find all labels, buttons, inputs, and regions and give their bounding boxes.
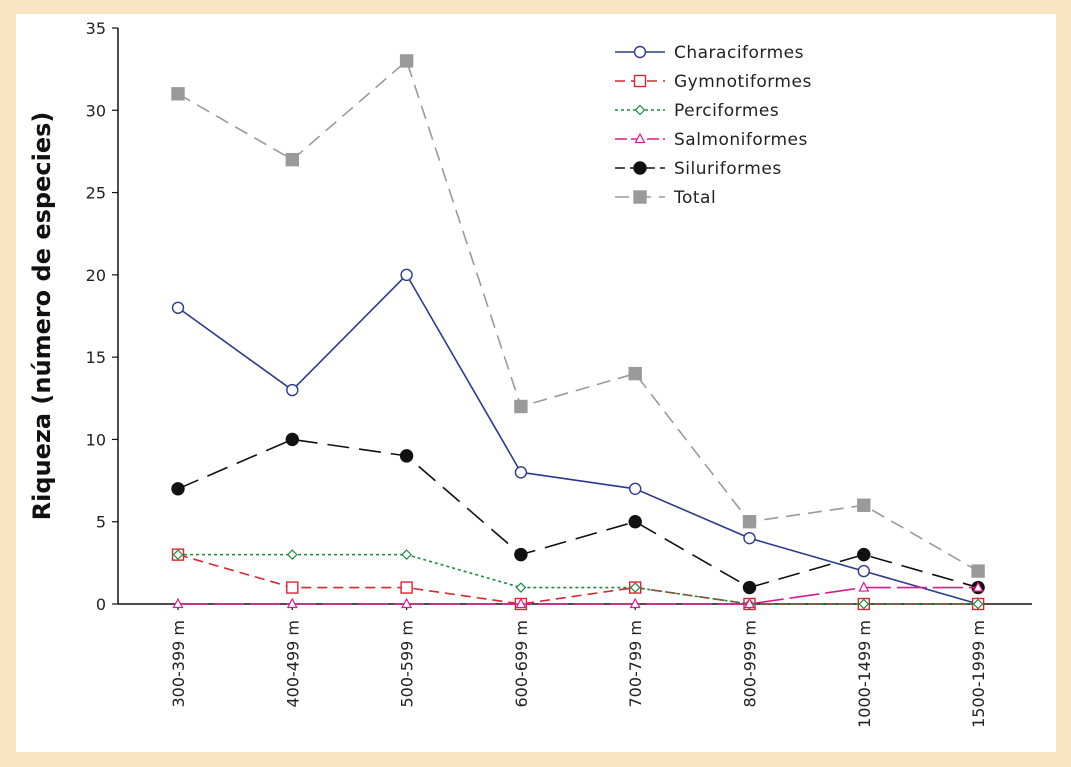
data-point-siluriformes [514,547,528,562]
legend-marker-gymnotiformes [633,74,647,88]
legend-marker-total [633,190,647,204]
data-point-total [857,498,871,512]
x-tick-label: 1500-1999 m [969,620,988,728]
y-tick-label: 30 [86,101,106,120]
data-point-characiformes [286,383,299,397]
data-point-salmoniformes [972,581,984,592]
x-tick-label: 500-599 m [398,620,417,708]
data-point-siluriformes [171,482,185,496]
data-point-gymnotiformes [286,581,299,594]
data-point-perciformes [286,549,298,560]
data-point-salmoniformes [515,597,527,609]
data-point-salmoniformes [858,581,870,592]
data-point-total [399,54,414,68]
y-tick-label: 10 [86,430,106,449]
series-total [171,54,985,578]
y-tick-label: 20 [86,266,106,285]
legend-marker-salmoniformes [634,132,646,144]
data-point-total [171,87,185,101]
legend-marker-characiformes [633,45,647,59]
legend-item-characiformes: Characiformes [615,43,804,63]
data-point-siluriformes [285,432,299,447]
x-tick-label: 300-399 m [169,620,188,708]
x-tick-label: 600-699 m [512,620,531,708]
y-tick-label: 15 [86,348,106,367]
data-point-siluriformes [857,547,871,562]
series-line-total [177,60,979,572]
data-point-siluriformes [399,449,414,463]
data-point-perciformes [172,549,184,560]
data-point-total [742,515,757,529]
legend-item-gymnotiformes: Gymnotiformes [615,72,812,92]
plot-panel [16,14,1056,752]
series-line-siluriformes [177,438,979,589]
data-point-siluriformes [742,580,757,595]
data-point-siluriformes [628,515,642,529]
legend-label-characiformes: Characiformes [674,43,804,63]
data-point-characiformes [857,564,870,578]
data-point-gymnotiformes [400,581,413,594]
data-point-total [628,366,642,381]
data-point-characiformes [514,466,528,479]
data-point-total [971,564,985,578]
data-point-perciformes [858,598,870,610]
legend-label-gymnotiformes: Gymnotiformes [674,72,812,92]
legend-label-total: Total [673,188,716,208]
data-point-total [514,399,528,414]
data-point-perciformes [972,598,984,610]
y-tick-label: 0 [96,595,106,614]
data-point-salmoniformes [744,597,755,609]
series-layer [171,54,985,611]
y-tick-label: 35 [86,19,106,38]
data-point-salmoniformes [172,597,184,609]
y-tick-label: 25 [86,184,106,203]
data-point-total [285,152,299,167]
data-point-salmoniformes [401,597,413,609]
data-point-characiformes [743,531,756,545]
y-axis-label: Riqueza (número de especies) [28,112,56,521]
axes: 0 5 10 15 20 25 30 35 300-399 m 400-499 m 500-599 … [86,19,1032,728]
data-point-perciformes [401,549,412,560]
series-salmoniformes [172,581,984,609]
data-point-salmoniformes [629,597,641,609]
series-line-perciformes [178,553,979,605]
legend-label-salmoniformes: Salmoniformes [674,130,808,150]
x-tick-label: 700-799 m [626,620,645,708]
data-point-perciformes [629,582,641,593]
series-line-characiformes [177,274,979,605]
data-point-perciformes [515,582,527,593]
legend-item-salmoniformes: Salmoniformes [615,130,808,150]
data-point-salmoniformes [286,597,298,609]
legend: Characiformes Gymnotiformes Perciformes Sal… [615,43,812,208]
data-point-characiformes [171,301,185,314]
legend-label-siluriformes: Siluriformes [674,159,782,179]
y-tick-label: 5 [96,513,106,532]
x-tick-label: 1000-1499 m [855,620,874,728]
legend-item-perciformes: Perciformes [615,101,779,121]
x-tick-label: 800-999 m [741,620,760,708]
x-tick-label: 400-499 m [283,620,302,708]
legend-item-total: Total [615,188,716,208]
legend-label-perciformes: Perciformes [674,101,779,121]
series-line-salmoniformes [178,586,979,605]
legend-marker-siluriformes [633,161,647,175]
data-point-characiformes [400,268,413,282]
legend-item-siluriformes: Siluriformes [615,159,782,179]
legend-marker-perciformes [634,104,646,116]
data-point-characiformes [629,482,642,495]
